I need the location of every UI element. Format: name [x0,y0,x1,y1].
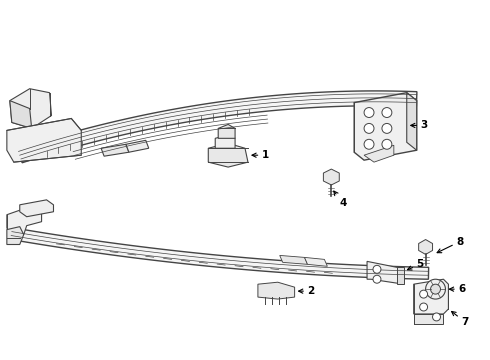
Polygon shape [7,227,24,244]
Circle shape [433,313,441,321]
Polygon shape [305,257,327,266]
Text: 8: 8 [437,237,464,253]
Polygon shape [101,144,129,156]
Polygon shape [18,91,417,163]
Text: 2: 2 [298,286,315,296]
Circle shape [364,123,374,133]
Polygon shape [323,169,339,185]
Circle shape [373,275,381,283]
Circle shape [364,108,374,117]
Circle shape [373,265,381,273]
Text: 1: 1 [252,150,269,160]
Text: 4: 4 [334,191,346,208]
Polygon shape [7,118,81,162]
Polygon shape [218,125,235,138]
Circle shape [364,139,374,149]
Polygon shape [367,261,404,284]
Text: 5: 5 [408,259,424,270]
Circle shape [426,279,445,299]
Polygon shape [407,93,416,150]
Polygon shape [280,255,308,264]
Polygon shape [10,228,429,279]
Polygon shape [126,140,149,152]
Polygon shape [418,239,433,255]
Circle shape [431,284,441,294]
Circle shape [382,123,392,133]
Text: 3: 3 [411,121,428,130]
Polygon shape [354,93,416,160]
Polygon shape [258,282,294,299]
Polygon shape [215,134,235,148]
Polygon shape [10,100,32,129]
Polygon shape [7,208,42,238]
Circle shape [419,290,428,298]
Polygon shape [10,89,51,129]
Circle shape [419,303,428,311]
Polygon shape [414,279,448,314]
Polygon shape [364,145,394,162]
Polygon shape [208,143,248,167]
Circle shape [382,139,392,149]
Polygon shape [397,267,404,284]
Polygon shape [414,314,443,324]
Text: 6: 6 [449,284,466,294]
Circle shape [382,108,392,117]
Polygon shape [20,200,53,217]
Text: 7: 7 [452,311,469,327]
